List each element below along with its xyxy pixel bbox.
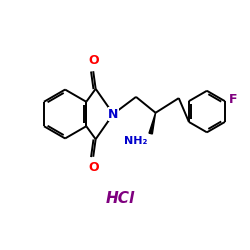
Text: O: O — [88, 54, 99, 67]
Polygon shape — [149, 113, 156, 134]
Text: HCl: HCl — [106, 191, 135, 206]
Text: N: N — [108, 108, 118, 120]
Text: F: F — [228, 94, 237, 106]
Text: O: O — [88, 161, 99, 174]
Text: NH₂: NH₂ — [124, 136, 147, 145]
